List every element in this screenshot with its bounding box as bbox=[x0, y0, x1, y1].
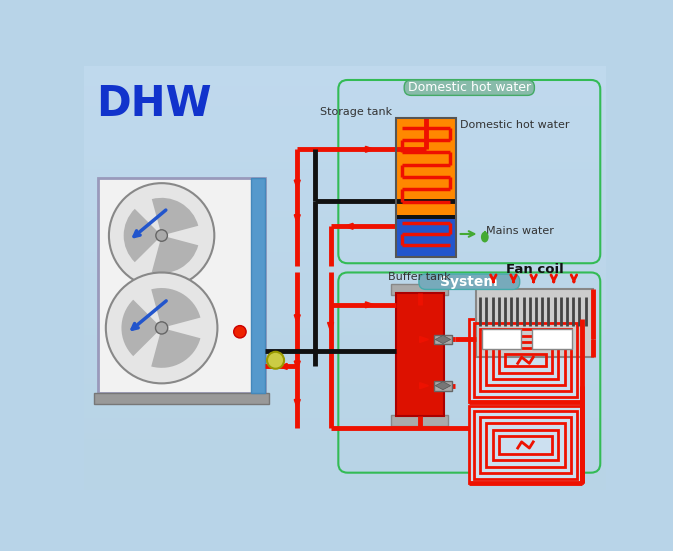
Polygon shape bbox=[365, 302, 374, 308]
Text: System: System bbox=[440, 275, 498, 289]
Bar bbox=[469, 407, 581, 483]
Bar bbox=[480, 329, 571, 391]
Bar bbox=[391, 415, 448, 426]
Text: Storage tank: Storage tank bbox=[320, 107, 392, 117]
FancyBboxPatch shape bbox=[404, 80, 534, 95]
Circle shape bbox=[106, 273, 217, 383]
Bar bbox=[474, 411, 577, 479]
Text: DHW: DHW bbox=[96, 83, 211, 125]
Circle shape bbox=[234, 326, 246, 338]
Bar bbox=[251, 178, 264, 393]
Bar bbox=[396, 118, 456, 217]
Polygon shape bbox=[420, 383, 429, 388]
Bar bbox=[434, 381, 452, 391]
Bar bbox=[396, 215, 456, 219]
Bar bbox=[499, 348, 553, 372]
Polygon shape bbox=[420, 337, 429, 342]
Bar bbox=[273, 357, 279, 363]
Polygon shape bbox=[435, 382, 451, 390]
Bar bbox=[396, 118, 456, 257]
Wedge shape bbox=[124, 209, 162, 262]
Polygon shape bbox=[435, 336, 451, 344]
Text: Domestic hot water: Domestic hot water bbox=[460, 120, 569, 130]
Text: Buffer tank: Buffer tank bbox=[388, 272, 451, 282]
Bar bbox=[469, 318, 581, 402]
Text: Fan coil: Fan coil bbox=[505, 263, 563, 276]
Bar bbox=[493, 430, 559, 460]
Polygon shape bbox=[328, 322, 334, 331]
Bar bbox=[98, 178, 264, 393]
Wedge shape bbox=[152, 198, 199, 235]
Circle shape bbox=[155, 322, 168, 334]
Text: Domestic hot water: Domestic hot water bbox=[408, 81, 531, 94]
Bar bbox=[499, 436, 553, 454]
Polygon shape bbox=[294, 315, 300, 323]
Wedge shape bbox=[152, 235, 199, 273]
Polygon shape bbox=[294, 180, 300, 188]
Circle shape bbox=[267, 352, 284, 369]
Polygon shape bbox=[345, 223, 353, 229]
Bar bbox=[474, 323, 577, 397]
Polygon shape bbox=[294, 399, 300, 408]
Polygon shape bbox=[294, 361, 300, 370]
Wedge shape bbox=[151, 288, 201, 328]
Bar bbox=[391, 284, 448, 295]
Bar bbox=[487, 423, 565, 467]
Bar bbox=[476, 289, 592, 357]
Text: Mains water: Mains water bbox=[486, 226, 553, 236]
Bar bbox=[396, 293, 444, 417]
Bar bbox=[532, 329, 572, 349]
Bar bbox=[483, 329, 521, 349]
Bar bbox=[396, 217, 456, 257]
Wedge shape bbox=[151, 328, 201, 368]
Polygon shape bbox=[365, 147, 374, 152]
FancyBboxPatch shape bbox=[419, 274, 520, 289]
Polygon shape bbox=[279, 364, 287, 369]
Wedge shape bbox=[121, 300, 162, 356]
Ellipse shape bbox=[481, 231, 489, 242]
Bar bbox=[487, 336, 565, 385]
Bar bbox=[493, 342, 559, 379]
Bar bbox=[94, 393, 269, 404]
Circle shape bbox=[156, 230, 168, 241]
Circle shape bbox=[109, 183, 214, 288]
Bar bbox=[434, 334, 452, 344]
Bar bbox=[480, 417, 571, 473]
Bar bbox=[505, 354, 546, 366]
Polygon shape bbox=[294, 215, 300, 223]
